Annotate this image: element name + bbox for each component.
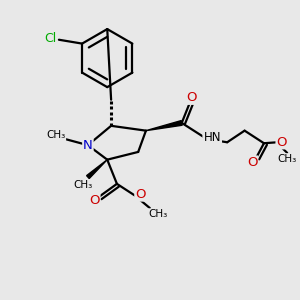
Text: CH₃: CH₃ — [74, 180, 93, 190]
Text: CH₃: CH₃ — [46, 130, 66, 140]
Text: CH₃: CH₃ — [278, 154, 297, 164]
Text: Cl: Cl — [44, 32, 56, 45]
Text: HN: HN — [203, 130, 220, 143]
Text: O: O — [135, 188, 146, 201]
Text: O: O — [247, 156, 258, 169]
Text: N: N — [83, 139, 93, 152]
Text: O: O — [89, 194, 100, 207]
Text: O: O — [276, 136, 286, 149]
Polygon shape — [87, 160, 107, 178]
Polygon shape — [146, 121, 182, 131]
Text: O: O — [186, 91, 197, 104]
Text: CH₃: CH₃ — [148, 209, 167, 219]
Text: N: N — [83, 139, 93, 152]
Text: HN: HN — [204, 131, 221, 144]
